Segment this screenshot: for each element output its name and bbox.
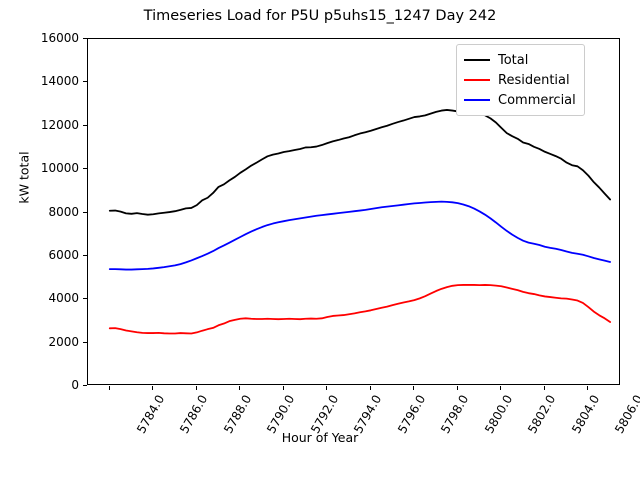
legend-label-total: Total [498,52,529,68]
legend-item-total: Total [464,50,576,70]
y-tick-mark [83,81,87,83]
y-tick-mark [83,211,87,213]
series-line-residential [108,284,612,335]
series-line-commercial [108,200,612,271]
x-tick-mark [108,386,110,390]
y-tick-label: 0 [71,378,79,392]
x-tick-mark [326,386,328,390]
x-tick-mark [152,386,154,390]
legend-swatch-commercial [464,99,490,101]
series-line-total [108,109,612,216]
y-tick-label: 4000 [48,291,79,306]
y-tick-label: 6000 [48,247,79,262]
y-axis-label: kW total [16,151,32,204]
x-tick-mark [413,386,415,390]
y-tick-label: 8000 [48,204,79,219]
x-axis-label: Hour of Year [281,430,359,445]
y-tick-mark [83,341,87,343]
legend-item-residential: Residential [464,70,576,90]
y-tick-label: 12000 [40,117,79,132]
legend-item-commercial: Commercial [464,90,576,110]
legend: Total Residential Commercial [456,44,585,116]
x-tick-mark [369,386,371,390]
y-tick-mark [83,385,87,386]
legend-swatch-residential [464,79,490,81]
y-tick-mark [83,168,87,170]
y-tick-mark [83,124,87,126]
x-tick-mark [500,386,502,390]
x-tick-mark [587,386,589,390]
x-tick-mark [456,386,458,390]
y-tick-label: 16000 [40,31,79,45]
legend-label-commercial: Commercial [498,92,576,108]
y-tick-mark [83,298,87,300]
y-tick-label: 10000 [40,161,79,176]
y-tick-mark [83,38,87,39]
y-tick-label: 2000 [48,334,79,349]
x-tick-mark [543,386,545,390]
x-tick-mark [282,386,284,390]
x-tick-mark [239,386,241,390]
y-tick-label: 14000 [40,74,79,89]
chart-title: Timeseries Load for P5U p5uhs15_1247 Day… [143,8,497,24]
y-tick-mark [83,254,87,256]
series-lines [108,109,612,335]
legend-label-residential: Residential [498,72,570,88]
x-tick-mark [195,386,197,390]
legend-swatch-total [464,59,490,61]
